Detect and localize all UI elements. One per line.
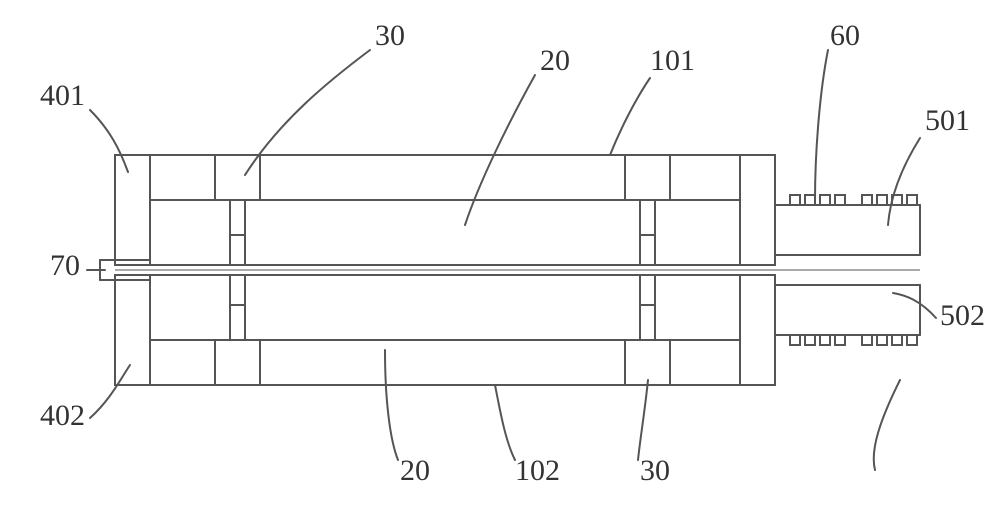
svg-text:502: 502 xyxy=(940,299,985,332)
svg-text:501: 501 xyxy=(925,104,970,137)
svg-text:30: 30 xyxy=(375,19,405,52)
technical-drawing: 30 20 101 60 401 501 70 502 402 20 102 30 xyxy=(0,0,1000,530)
svg-text:101: 101 xyxy=(650,44,695,77)
svg-text:401: 401 xyxy=(40,79,85,112)
svg-text:102: 102 xyxy=(515,454,560,487)
svg-text:60: 60 xyxy=(830,19,860,52)
svg-text:30: 30 xyxy=(640,454,670,487)
svg-text:20: 20 xyxy=(540,44,570,77)
svg-text:70: 70 xyxy=(50,249,80,282)
svg-text:402: 402 xyxy=(40,399,85,432)
svg-text:20: 20 xyxy=(400,454,430,487)
